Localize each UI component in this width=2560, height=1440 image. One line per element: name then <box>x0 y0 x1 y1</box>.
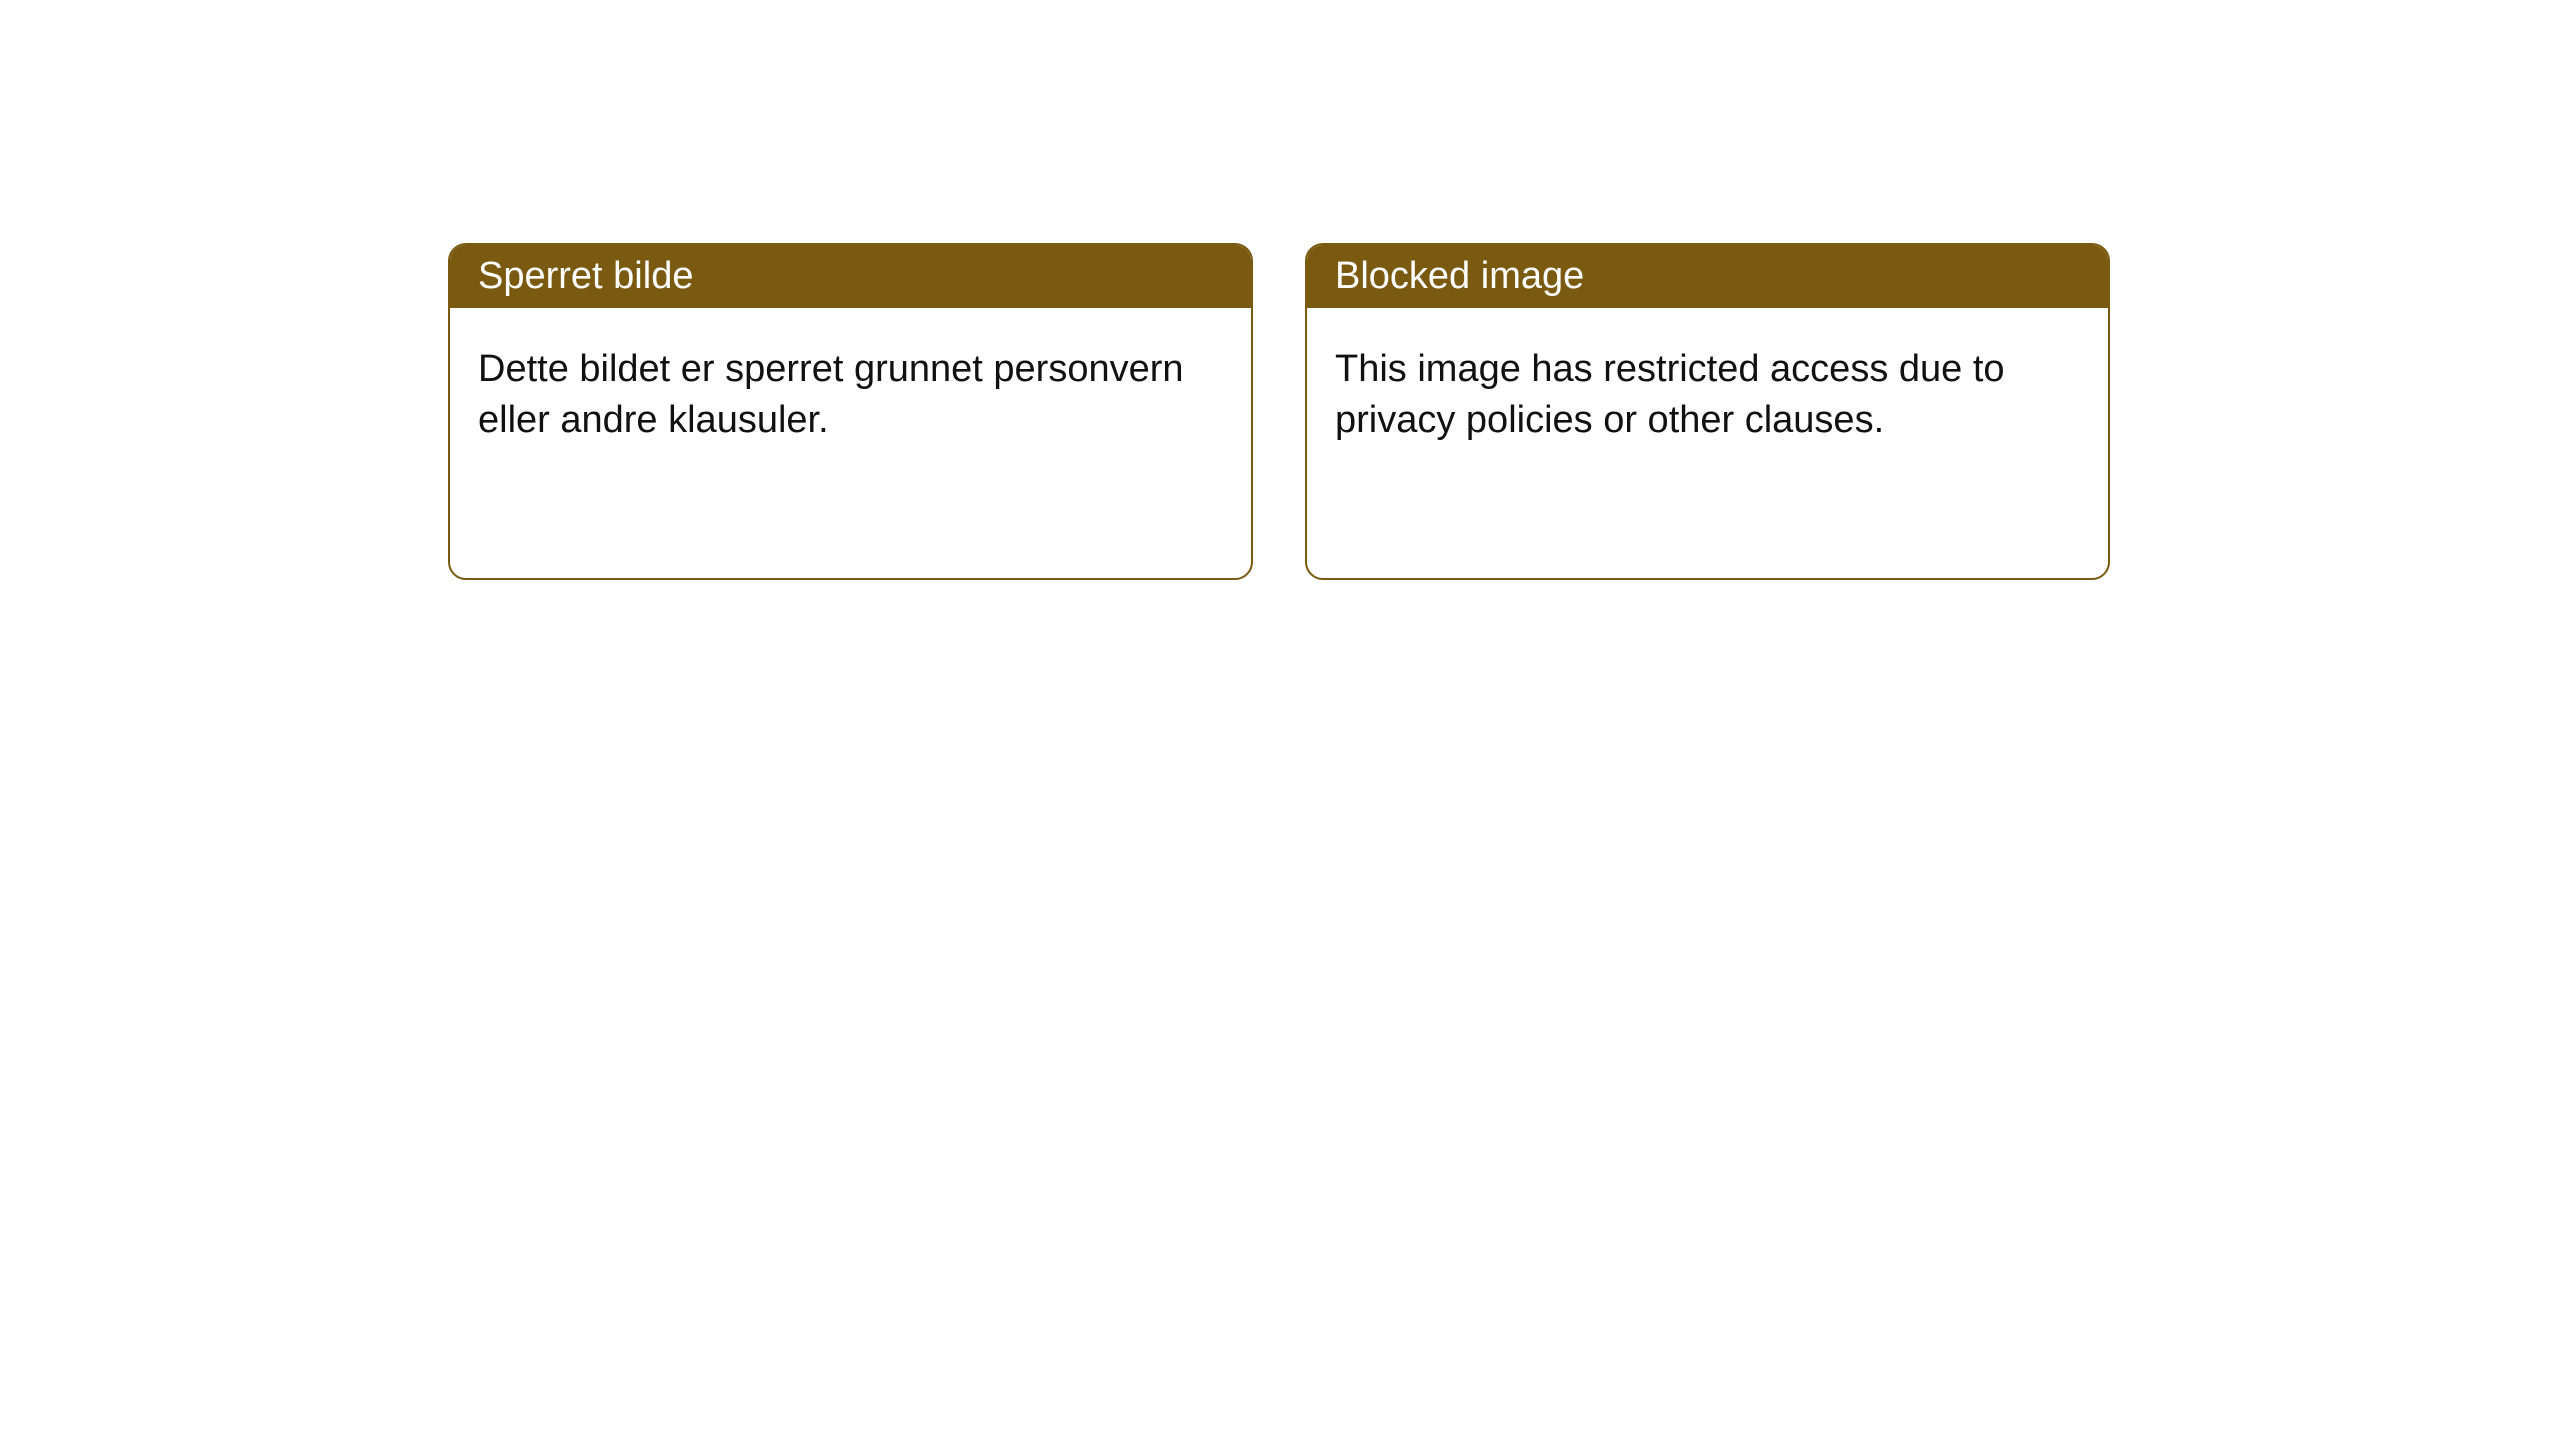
card-header: Sperret bilde <box>450 245 1251 308</box>
notice-card-norwegian: Sperret bilde Dette bildet er sperret gr… <box>448 243 1253 580</box>
card-body-text: Dette bildet er sperret grunnet personve… <box>478 348 1184 441</box>
notice-card-english: Blocked image This image has restricted … <box>1305 243 2110 580</box>
card-body: Dette bildet er sperret grunnet personve… <box>450 308 1251 483</box>
card-body-text: This image has restricted access due to … <box>1335 348 2005 441</box>
card-header: Blocked image <box>1307 245 2108 308</box>
card-title: Sperret bilde <box>478 255 693 297</box>
card-title: Blocked image <box>1335 255 1584 297</box>
card-body: This image has restricted access due to … <box>1307 308 2108 483</box>
notice-container: Sperret bilde Dette bildet er sperret gr… <box>0 0 2560 580</box>
